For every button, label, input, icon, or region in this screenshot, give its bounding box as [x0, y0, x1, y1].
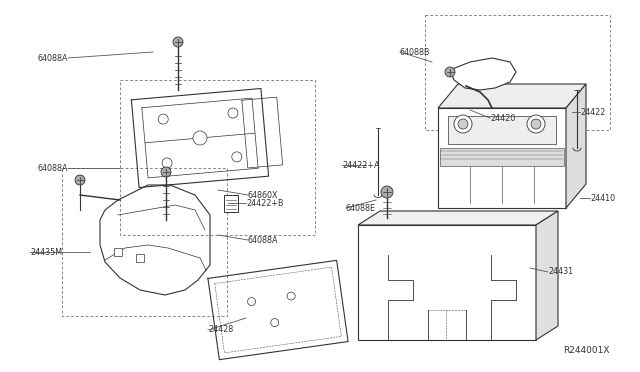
Circle shape [158, 114, 168, 124]
Bar [358, 225, 536, 340]
Text: 64088A: 64088A [248, 235, 278, 244]
Circle shape [445, 67, 455, 77]
Text: 24431: 24431 [548, 267, 573, 276]
Bar [114, 248, 122, 256]
Circle shape [75, 175, 85, 185]
Circle shape [228, 108, 238, 118]
Circle shape [173, 37, 183, 47]
Text: 64088B: 64088B [400, 48, 431, 57]
Bar [224, 195, 238, 212]
Circle shape [248, 298, 255, 305]
Polygon shape [450, 58, 516, 90]
Circle shape [531, 119, 541, 129]
Text: 64088A: 64088A [38, 54, 68, 62]
Text: 64860X: 64860X [248, 190, 278, 199]
Bar [440, 148, 564, 166]
Text: 24428: 24428 [208, 326, 233, 334]
Polygon shape [566, 84, 586, 208]
Bar [136, 254, 144, 262]
Polygon shape [358, 211, 558, 225]
Circle shape [232, 152, 242, 162]
Text: 24435M: 24435M [30, 247, 62, 257]
Circle shape [458, 119, 468, 129]
Circle shape [287, 292, 295, 300]
Circle shape [162, 158, 172, 168]
Circle shape [161, 167, 171, 177]
Circle shape [527, 115, 545, 133]
Text: 24422: 24422 [580, 108, 605, 116]
Circle shape [454, 115, 472, 133]
Text: 24410: 24410 [590, 193, 615, 202]
Text: 64088A: 64088A [38, 164, 68, 173]
Text: 24420: 24420 [490, 113, 515, 122]
Text: 24422+B: 24422+B [246, 199, 284, 208]
Polygon shape [438, 84, 586, 108]
Circle shape [271, 318, 278, 327]
Circle shape [193, 131, 207, 145]
Bar [438, 108, 566, 208]
Circle shape [381, 186, 393, 198]
Text: 24422+A: 24422+A [342, 160, 380, 170]
Polygon shape [536, 211, 558, 340]
Text: 64088E: 64088E [346, 203, 376, 212]
Text: R244001X: R244001X [563, 346, 610, 355]
Bar [448, 116, 556, 144]
